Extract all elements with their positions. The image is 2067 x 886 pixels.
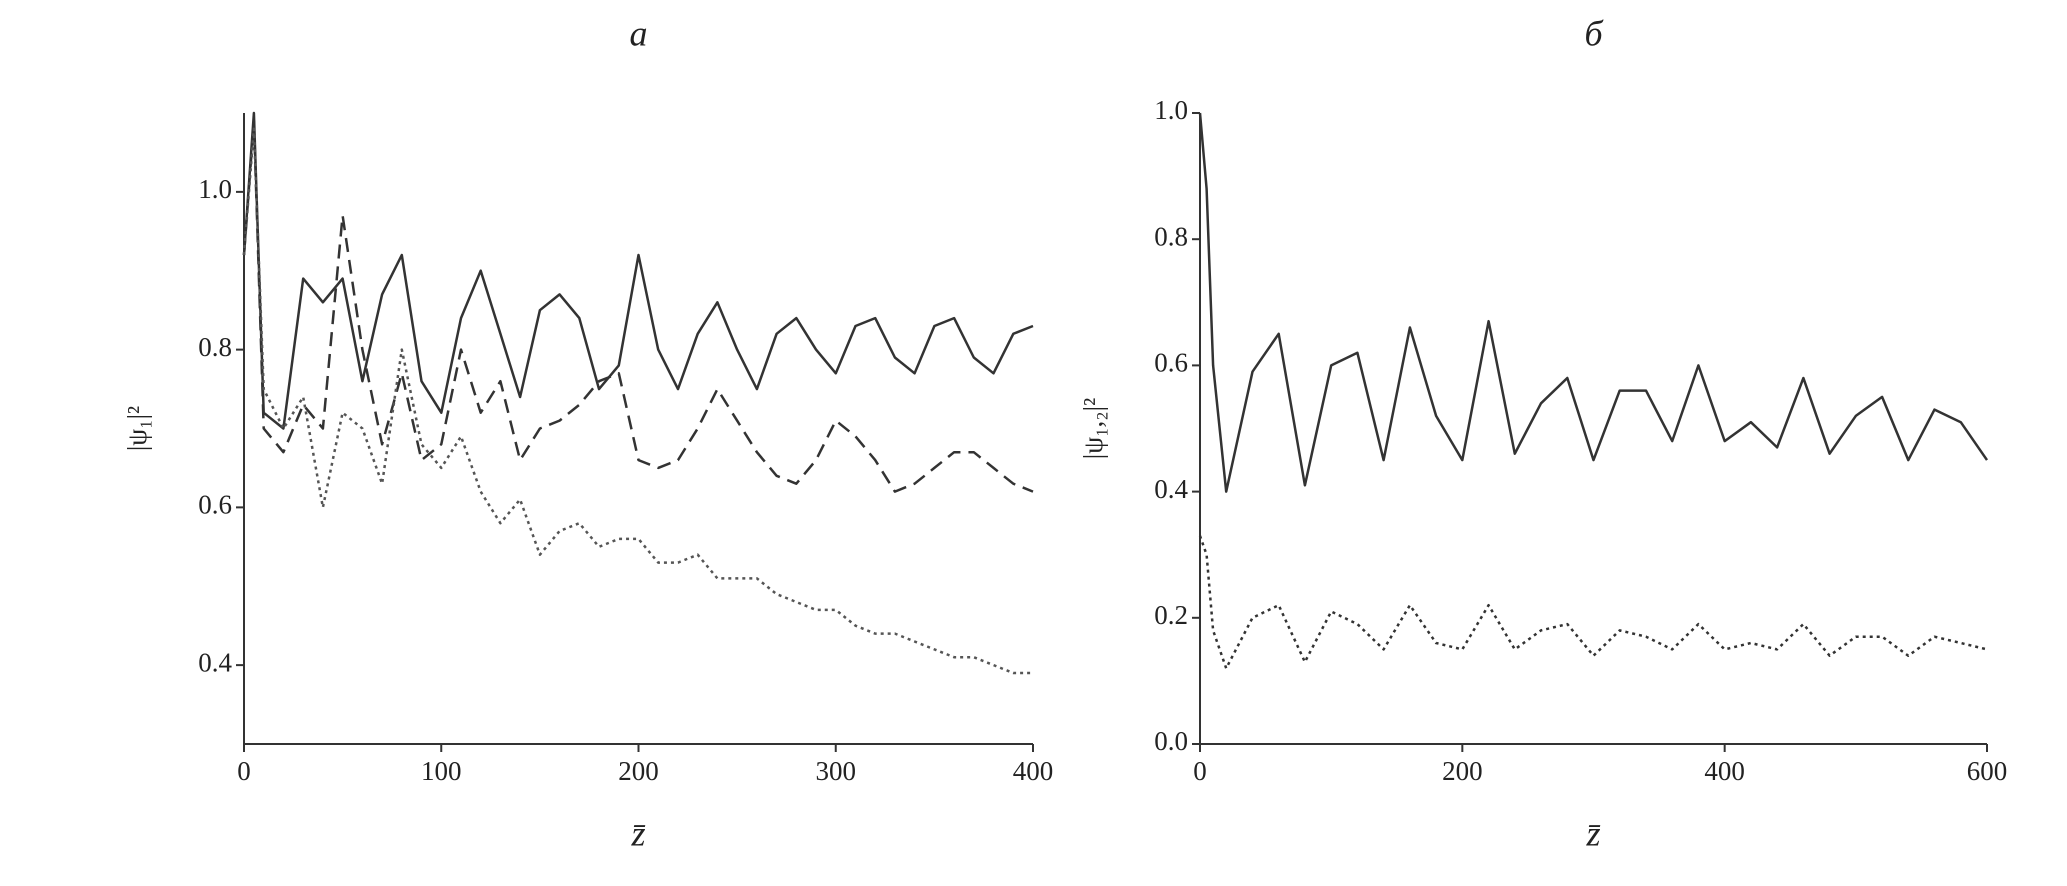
x-tick-label: 400 bbox=[1013, 756, 1054, 786]
data-line bbox=[242, 111, 1034, 430]
x-tick-label: 0 bbox=[1193, 756, 1207, 786]
x-tick-label: 200 bbox=[1442, 756, 1483, 786]
data-line bbox=[1198, 112, 1989, 493]
y-tick-label: 0.4 bbox=[198, 647, 232, 677]
y-axis-label: |ψ₁,₂|² bbox=[1078, 398, 1108, 459]
x-tick-label: 300 bbox=[816, 756, 857, 786]
y-tick-label: 0.8 bbox=[198, 332, 232, 362]
data-line bbox=[242, 127, 1033, 675]
y-tick-label: 0.0 bbox=[1154, 726, 1188, 756]
x-tick-label: 0 bbox=[237, 756, 251, 786]
y-tick-label: 0.4 bbox=[1154, 474, 1188, 504]
data-line bbox=[242, 119, 1034, 493]
y-axis-label: |ψ₁|² bbox=[122, 406, 152, 451]
chart-title: а bbox=[630, 13, 648, 53]
y-tick-label: 0.2 bbox=[1154, 600, 1188, 630]
y-tick-label: 0.6 bbox=[198, 490, 232, 520]
x-axis-label: z̄ bbox=[1585, 813, 1600, 853]
chart-title: б bbox=[1584, 13, 1604, 53]
x-tick-label: 100 bbox=[421, 756, 462, 786]
x-tick-label: 200 bbox=[618, 756, 659, 786]
y-tick-label: 1.0 bbox=[1154, 95, 1188, 125]
y-tick-label: 0.6 bbox=[1154, 348, 1188, 378]
x-axis-label: z̄ bbox=[630, 813, 645, 853]
x-tick-label: 600 bbox=[1967, 756, 2008, 786]
data-line bbox=[1198, 535, 1988, 670]
y-tick-label: 1.0 bbox=[198, 174, 232, 204]
x-tick-label: 400 bbox=[1704, 756, 1745, 786]
y-tick-label: 0.8 bbox=[1154, 221, 1188, 251]
